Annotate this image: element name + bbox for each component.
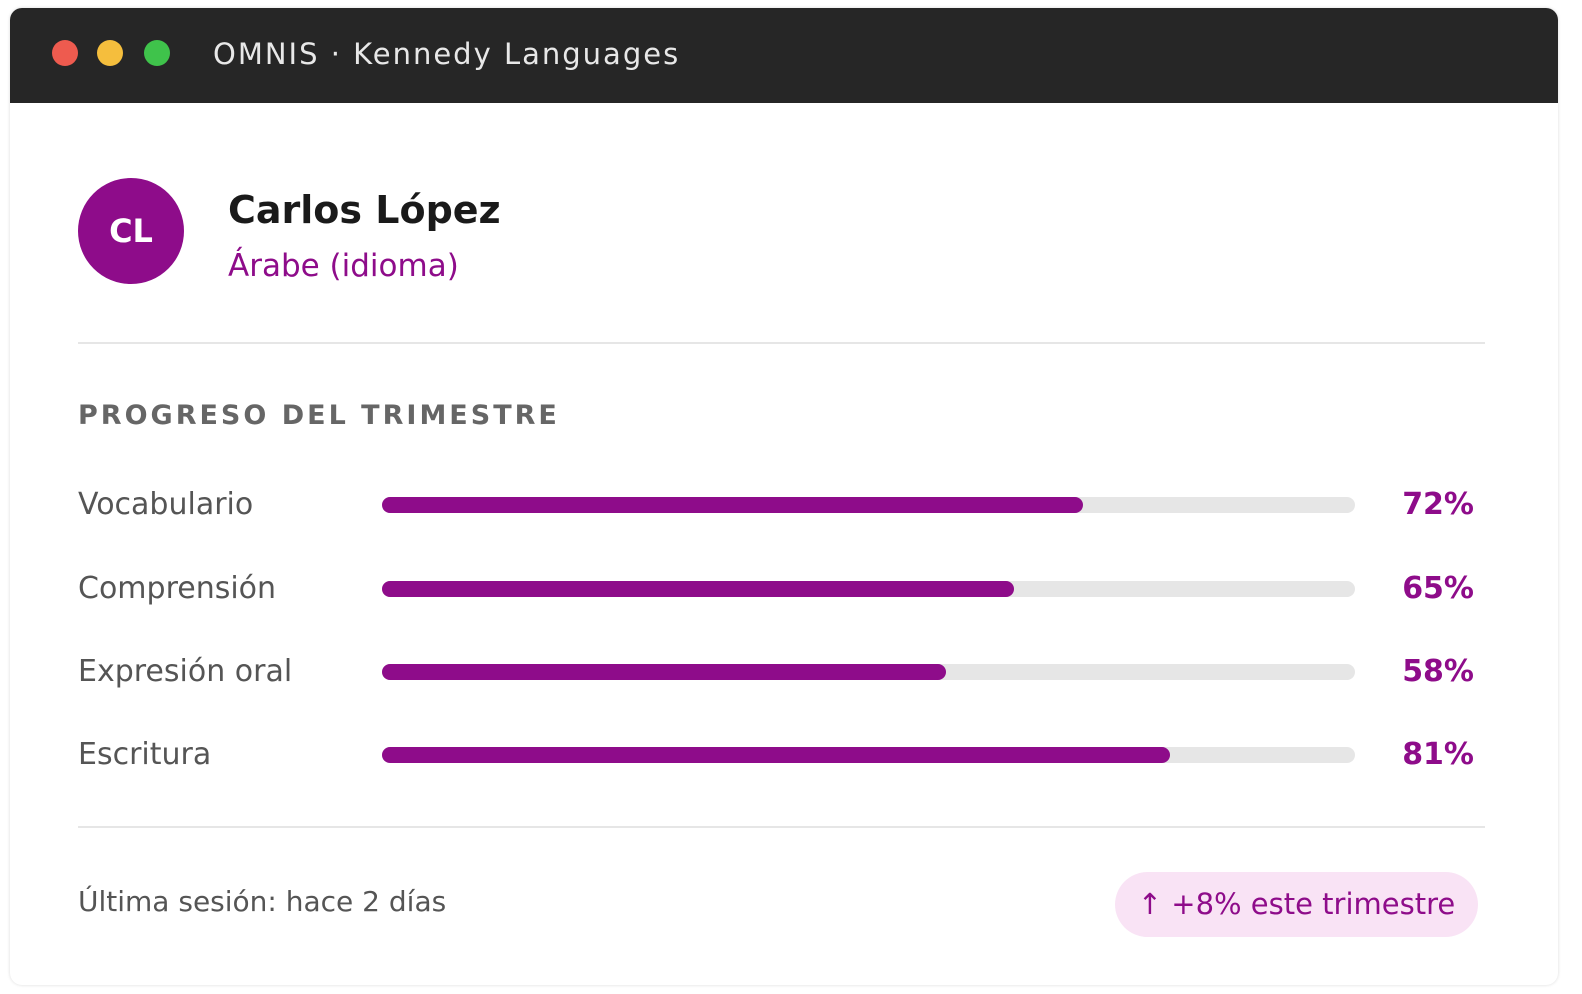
divider <box>78 342 1485 344</box>
section-title: PROGRESO DEL TRIMESTRE <box>78 400 560 431</box>
maximize-button[interactable] <box>144 40 170 66</box>
window: OMNIS · Kennedy Languages CL Carlos Lópe… <box>10 8 1558 985</box>
trend-badge: ↑ +8% este trimestre <box>1115 872 1478 937</box>
student-name: Carlos López <box>228 188 501 232</box>
skill-percent: 81% <box>1402 736 1474 772</box>
skill-percent: 58% <box>1402 654 1474 689</box>
progress-track <box>382 580 1355 597</box>
divider <box>78 826 1485 828</box>
skill-label: Comprensión <box>78 570 277 606</box>
progress-track <box>382 497 1355 513</box>
progress-fill <box>382 497 1083 513</box>
skill-percent: 72% <box>1402 487 1474 522</box>
last-session: Última sesión: hace 2 días <box>78 885 447 918</box>
minimize-button[interactable] <box>97 40 123 66</box>
avatar: CL <box>78 178 184 284</box>
progress-track <box>382 664 1355 680</box>
skill-percent: 65% <box>1402 570 1474 606</box>
skill-label: Escritura <box>78 736 212 772</box>
window-title: OMNIS · Kennedy Languages <box>213 37 681 71</box>
title-bar: OMNIS · Kennedy Languages <box>10 8 1558 103</box>
progress-fill <box>382 580 1015 597</box>
close-button[interactable] <box>52 40 78 66</box>
progress-track <box>382 746 1355 763</box>
course: Árabe (idioma) <box>228 248 459 284</box>
progress-fill <box>382 746 1171 763</box>
progress-fill <box>382 664 947 680</box>
skill-label: Vocabulario <box>78 487 254 522</box>
skill-label: Expresión oral <box>78 654 293 689</box>
